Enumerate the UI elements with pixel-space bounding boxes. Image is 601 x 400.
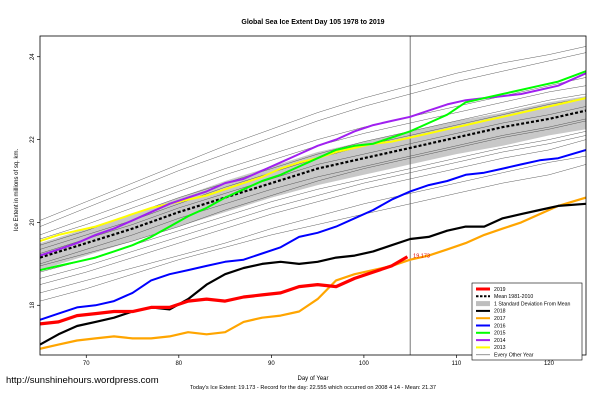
series-line-other-3 xyxy=(40,131,586,273)
series-line-other-5 xyxy=(40,106,586,254)
plot-frame xyxy=(39,35,587,356)
legend-label-2014: 2014 xyxy=(494,338,506,344)
y-axis-label: Ice Extent in millions of sq. km. xyxy=(14,148,20,231)
legend-label-2016: 2016 xyxy=(494,323,506,329)
legend-label-2019: 2019 xyxy=(494,287,506,293)
legend-label-1-standard-deviation-from-mean: 1 Standard Deviation From Mean xyxy=(494,301,571,307)
x-axis-label: Day of Year xyxy=(297,376,328,382)
series-line-other-4 xyxy=(40,118,586,265)
series-line-other-11 xyxy=(40,120,586,267)
series-line-2015 xyxy=(40,70,586,272)
x-tick-label-90: 90 xyxy=(268,361,275,367)
series-line-2019 xyxy=(40,255,409,326)
legend-swatch-1-standard-deviation-from-mean xyxy=(476,301,490,307)
footer-stats: Today's Ice Extent: 19.173 - Record for … xyxy=(190,385,436,391)
series-line-other-10 xyxy=(40,155,586,294)
y-tick-label-24: 24 xyxy=(30,53,36,60)
y-tick-label-20: 20 xyxy=(30,218,36,225)
legend-label-mean-1981-2010: Mean 1981-2010 xyxy=(494,294,533,300)
legend-label-every-other-year: Every Other Year xyxy=(494,353,534,359)
series-line-2013 xyxy=(40,97,586,243)
x-tick-label-70: 70 xyxy=(83,361,90,367)
legend-box xyxy=(471,282,583,361)
axes: 70 80 90 100 110 120 18 20 22 24 xyxy=(30,35,587,367)
series-line-other-8 xyxy=(40,52,586,227)
series-line-2016 xyxy=(40,148,586,321)
series-line-other-14 xyxy=(40,135,586,279)
series-line-2017 xyxy=(40,196,586,350)
site-url: http://sunshinehours.wordpress.com xyxy=(6,375,159,386)
series-line-other-1 xyxy=(40,164,586,302)
y-tick-label-22: 22 xyxy=(30,136,36,143)
series-line-other-2 xyxy=(40,139,586,285)
mean-line xyxy=(40,109,586,259)
legend-label-2017: 2017 xyxy=(494,316,506,322)
x-tick-label-110: 110 xyxy=(452,361,462,367)
legend-label-2018: 2018 xyxy=(494,309,506,315)
chart-title: Global Sea Ice Extent Day 105 1978 to 20… xyxy=(241,19,384,26)
legend-label-2013: 2013 xyxy=(494,345,506,351)
x-tick-label-80: 80 xyxy=(175,361,182,367)
y-tick-label-18: 18 xyxy=(30,301,36,308)
x-tick-label-120: 120 xyxy=(544,361,555,367)
series-line-other-9 xyxy=(40,46,586,221)
x-tick-label-100: 100 xyxy=(359,361,370,367)
annotation-label: 19.173 xyxy=(413,254,430,260)
plot-area: 19.173 xyxy=(40,36,586,355)
legend-label-2015: 2015 xyxy=(494,331,506,337)
